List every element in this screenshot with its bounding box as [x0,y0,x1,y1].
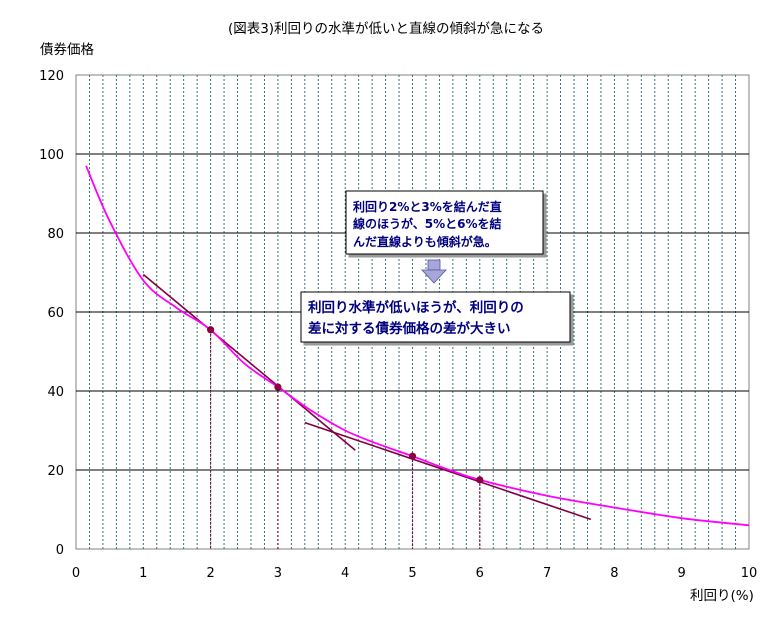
data-point [408,452,417,460]
x-axis-label: 利回り(%) [690,588,754,604]
callout-line-2: 差に対する債券価格の差が大きい [308,320,511,337]
x-tick-label: 6 [476,566,484,581]
x-tick-label: 0 [72,566,80,581]
chart-title: (図表3)利回りの水準が低いと直線の傾斜が急になる [228,21,544,37]
x-tick-label: 2 [206,566,214,581]
note-box: 利回り2%と3%を結んだ直 線のほうが、5%と6%を結 んだ直線よりも傾斜が急。 [345,190,544,255]
curve-layer [85,165,750,527]
x-tick-label: 1 [139,566,147,581]
note-line-2: 線のほうが、5%と6%を結 [353,216,502,231]
x-tick-label: 8 [610,566,618,581]
y-tick-label: 60 [47,306,64,321]
y-tick-label: 80 [47,227,64,242]
note-line-3: んだ直線よりも傾斜が急。 [353,234,497,249]
data-point [207,326,215,334]
x-tick-label: 5 [408,566,416,581]
x-tick-label: 3 [274,566,282,581]
y-tick-label: 0 [56,543,64,558]
callout-box: 利回り水準が低いほうが、利回りの 差に対する債券価格の差が大きい [300,291,571,343]
x-tick-label: 4 [341,566,349,581]
x-tick-label: 7 [543,566,551,581]
down-arrow-icon [421,259,447,284]
points-layer [207,326,484,484]
y-axis-label: 債券価格 [40,42,94,58]
x-tick-labels: 0 1 2 3 4 5 6 7 8 9 10 [72,566,757,581]
callout-line-1: 利回り水準が低いほうが、利回りの [308,299,524,316]
chord-line [142,273,356,451]
drop-lines [210,329,481,549]
data-point [476,476,484,484]
price-curve [85,165,750,527]
x-tick-label: 10 [741,566,758,581]
data-point [274,383,282,391]
y-tick-label: 100 [39,148,64,163]
chord-line [304,421,592,521]
y-tick-labels: 0 20 40 60 80 100 120 [39,69,64,558]
y-tick-label: 40 [47,385,64,400]
y-tick-label: 20 [47,464,64,479]
y-tick-label: 120 [39,69,64,84]
note-line-1: 利回り2%と3%を結んだ直 [353,199,502,214]
chord-lines [142,273,592,521]
x-tick-label: 9 [678,566,686,581]
